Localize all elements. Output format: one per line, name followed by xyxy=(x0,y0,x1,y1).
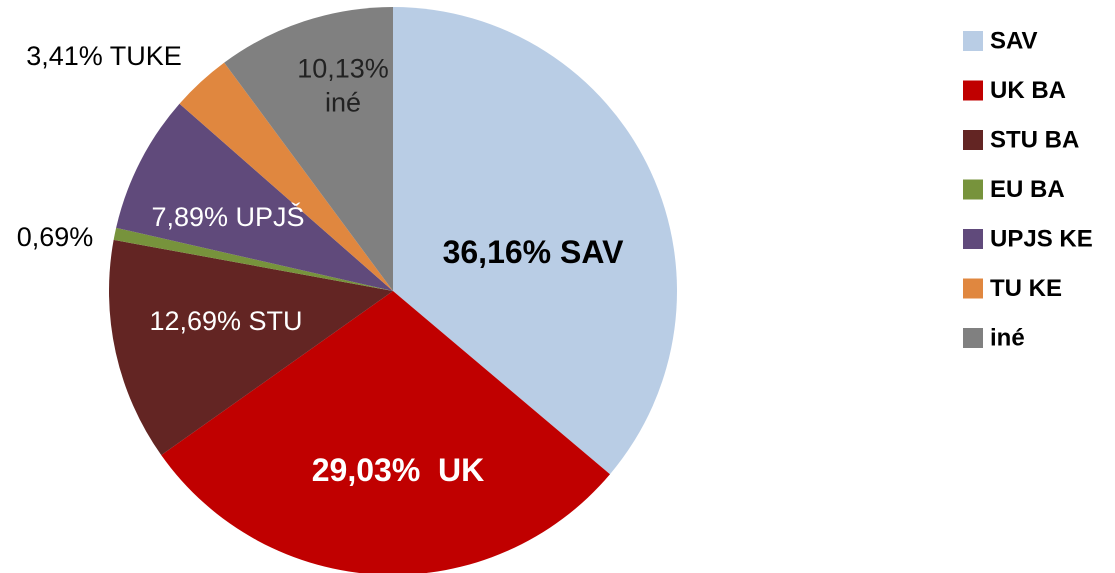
data-label: 36,16% SAV xyxy=(442,234,624,270)
legend-swatch xyxy=(963,31,983,51)
data-label: 0,69% xyxy=(16,222,94,253)
data-label: 12,69% STU xyxy=(149,306,303,337)
legend-label: iné xyxy=(990,324,1025,351)
data-label: 3,41% TUKE xyxy=(26,41,182,72)
pie-slice xyxy=(116,103,393,292)
pie-slice xyxy=(393,7,678,475)
legend-label: STU BA xyxy=(990,126,1079,153)
legend-swatch xyxy=(963,278,983,299)
legend-swatch xyxy=(963,130,983,150)
legend-label: UK BA xyxy=(990,77,1066,104)
legend-label: SAV xyxy=(990,27,1038,54)
pie-slice xyxy=(179,62,393,292)
legend-swatch xyxy=(963,328,983,348)
data-label: 10,13% iné xyxy=(297,53,397,117)
pie-slice xyxy=(109,239,394,456)
pie-slice xyxy=(113,227,393,291)
legend-swatch xyxy=(963,179,983,200)
legend-label: UPJS KE xyxy=(990,225,1093,252)
legend-label: TU KE xyxy=(990,275,1062,302)
data-label: 7,89% UPJŠ xyxy=(151,202,305,233)
pie-slice xyxy=(224,7,393,291)
legend-swatch xyxy=(963,80,983,101)
legend-swatch xyxy=(963,229,983,249)
pie-slice xyxy=(161,291,610,573)
legend-label: EU BA xyxy=(990,176,1065,203)
data-label: 29,03% UK xyxy=(311,452,485,488)
